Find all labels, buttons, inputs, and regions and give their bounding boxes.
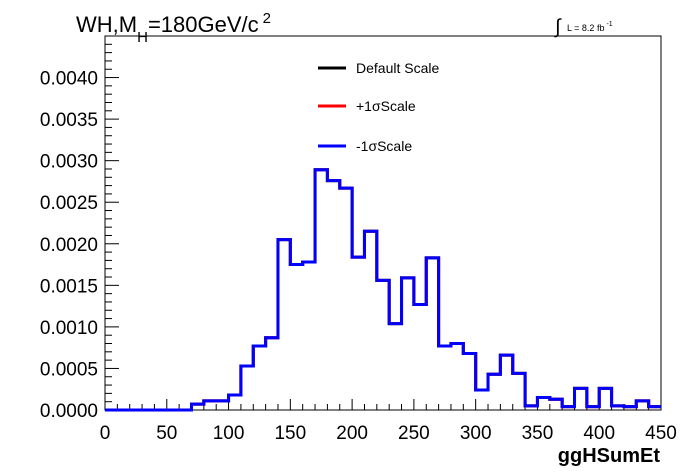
y-tick-label: 0.0030 [40, 152, 98, 173]
x-tick-label: 0 [100, 423, 111, 444]
luminosity-label: L = 8.2 fb -1 [567, 21, 613, 33]
x-tick-label: 150 [274, 423, 306, 444]
legend-label-default: Default Scale [356, 60, 439, 76]
legend-entry-minus-sigma: -1σScale [318, 138, 412, 154]
legend-entry-default: Default Scale [318, 60, 439, 76]
y-tick-label: 0.0035 [40, 110, 98, 131]
y-tick-label: 0.0040 [40, 69, 98, 90]
y-tick-label: 0.0015 [40, 276, 98, 297]
y-tick-label: 0.0025 [40, 193, 98, 214]
integral-symbol: ∫ [554, 16, 562, 38]
y-tick-label: 0.0010 [40, 318, 98, 339]
legend-label-minus-sigma: -1σScale [356, 138, 412, 154]
x-axis: 0 50 100 150 200 250 300 350 400 450 [100, 399, 677, 444]
x-tick-label: 450 [645, 423, 677, 444]
legend-entry-plus-sigma: +1σScale [318, 98, 416, 114]
series-layer [105, 168, 661, 412]
plot-frame [104, 35, 662, 411]
x-tick-label: 250 [398, 423, 430, 444]
y-tick-label: 0.0005 [40, 359, 98, 380]
x-tick-label: 200 [336, 423, 368, 444]
series-line-1 [105, 168, 661, 412]
legend-label-plus-sigma: +1σScale [356, 98, 416, 114]
y-axis: 0.0000 0.0005 0.0010 0.0015 0.0020 0.0025 0.00… [40, 43, 119, 422]
y-tick-label: 0.0000 [40, 401, 98, 422]
x-tick-label: 300 [460, 423, 492, 444]
legend: Default Scale +1σScale -1σScale [318, 60, 439, 154]
y-tick-label: 0.0020 [40, 235, 98, 256]
x-tick-label: 100 [213, 423, 245, 444]
x-tick-label: 400 [583, 423, 615, 444]
x-tick-label: 50 [156, 423, 177, 444]
chart-title: WH,MH=180GeV/c 2 [76, 10, 271, 46]
x-tick-label: 350 [522, 423, 554, 444]
series-line-0 [105, 168, 661, 412]
series-line-2 [105, 168, 661, 412]
x-axis-label: ggHSumEt [558, 445, 661, 467]
